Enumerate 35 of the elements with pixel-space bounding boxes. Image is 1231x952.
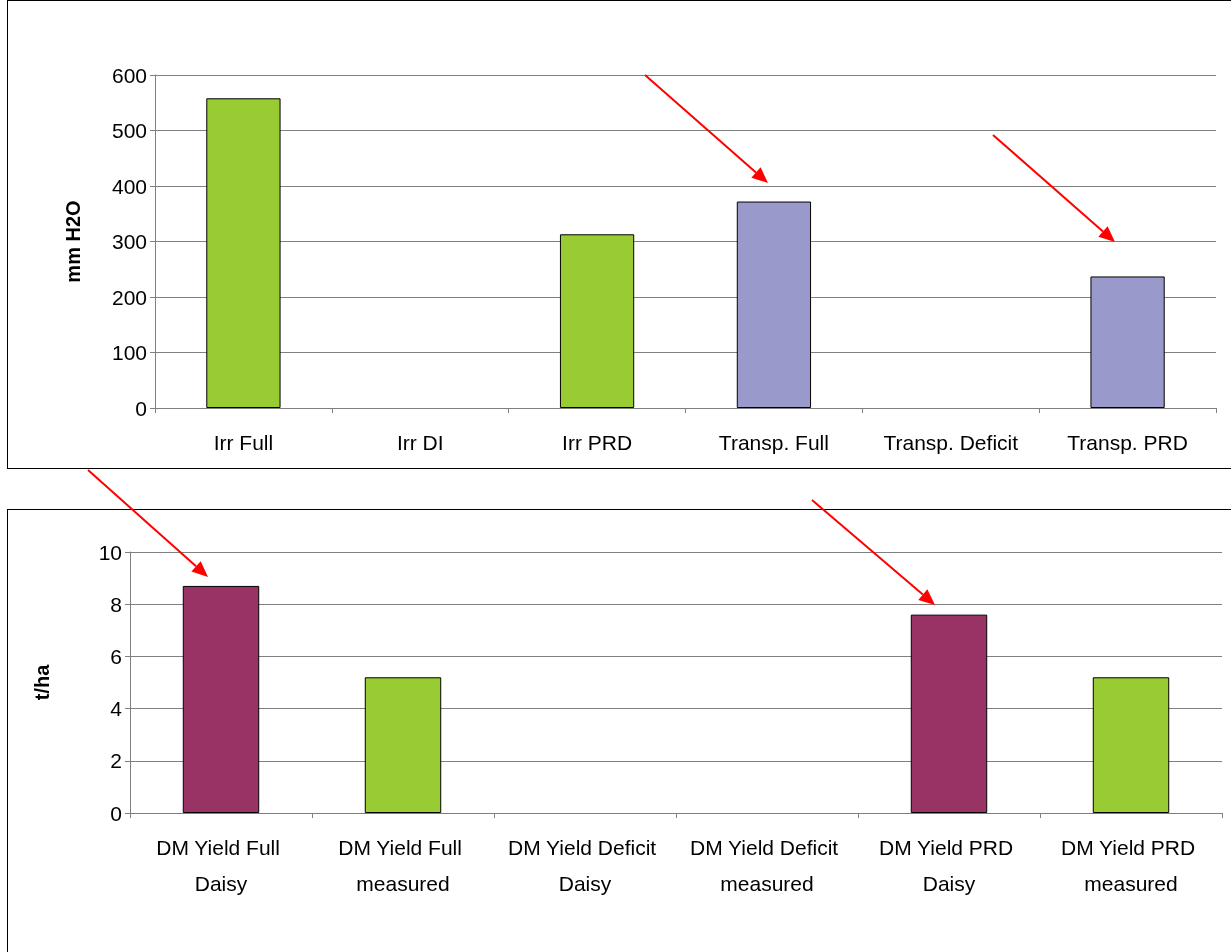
bar (910, 614, 988, 813)
bar (1090, 276, 1165, 408)
x-tick-label: DM Yield Full measured (338, 835, 468, 895)
y-axis-title: t/ha (31, 663, 53, 701)
x-tick-label: DM Yield PRD measured (1060, 835, 1202, 895)
y-tick-label: 8 (110, 592, 122, 616)
y-tick-label: 300 (111, 230, 147, 253)
y-tick-label: 200 (111, 285, 147, 309)
x-tick-label: Transp. Deficit (883, 430, 1019, 454)
bar (206, 98, 281, 408)
x-tick-label: Irr PRD (562, 430, 633, 454)
y-axis-title: mm H2O (62, 200, 84, 283)
y-tick-label: 4 (110, 697, 123, 721)
y-tick-label: 6 (110, 644, 122, 668)
y-tick-label: 100 (111, 341, 147, 364)
x-tick-label: DM Yield Deficit Daisy (507, 835, 663, 895)
x-tick-label: Transp. Full (718, 430, 829, 454)
x-tick-label: Irr DI (396, 430, 444, 454)
y-tick-label: 600 (111, 63, 147, 87)
y-tick-label: 500 (111, 119, 147, 142)
x-tick-label: DM Yield Deficit measured (689, 835, 845, 895)
bar (182, 585, 260, 813)
x-tick-label: Transp. PRD (1067, 430, 1188, 454)
bar (364, 677, 442, 813)
bar (559, 234, 635, 408)
bar (736, 201, 812, 408)
x-tick-label: Irr Full (213, 430, 274, 454)
y-tick-label: 2 (110, 749, 122, 773)
bar (1092, 677, 1170, 813)
y-tick-label: 400 (111, 174, 147, 198)
x-tick-label: DM Yield Full Daisy (156, 835, 286, 895)
x-tick-label: DM Yield PRD Daisy (878, 835, 1020, 895)
y-tick-label: 10 (98, 540, 122, 564)
y-tick-label: 0 (135, 396, 147, 420)
y-tick-label: 0 (110, 801, 122, 825)
